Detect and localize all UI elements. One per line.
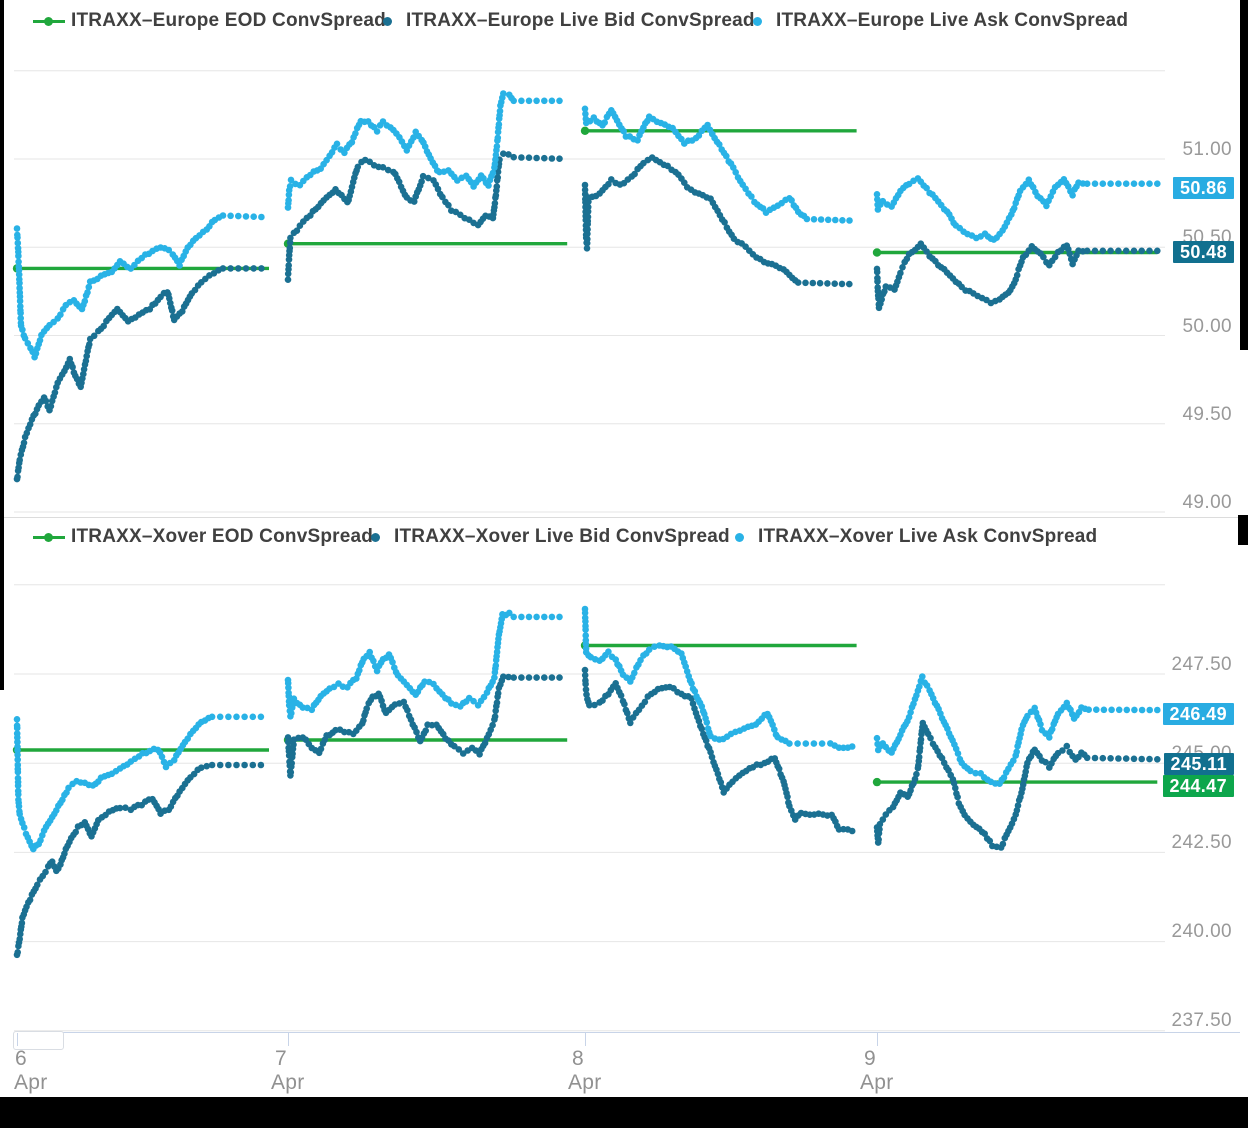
x-axis-month-label: Apr bbox=[568, 1071, 602, 1094]
left-edge-bar bbox=[0, 0, 4, 690]
x-axis-line bbox=[14, 1032, 1240, 1033]
ask-dot-series bbox=[13, 90, 1161, 361]
x-axis-tick bbox=[877, 1033, 878, 1046]
x-axis-tick bbox=[17, 1033, 18, 1046]
x-axis-tick bbox=[288, 1033, 289, 1046]
y-axis-label: 242.50 bbox=[1171, 832, 1232, 853]
legend-item-europe-eod[interactable]: ITRAXX–Europe EOD ConvSpread bbox=[33, 10, 386, 32]
x-axis-tick bbox=[585, 1033, 586, 1046]
ask-dot-series bbox=[13, 605, 1161, 853]
x-axis-day-label: 9 bbox=[864, 1047, 876, 1070]
legend-item-europe-ask[interactable]: ITRAXX–Europe Live Ask ConvSpread bbox=[753, 10, 1128, 32]
eod-value-badge: 244.47 bbox=[1162, 775, 1234, 797]
eod-line-marker-icon bbox=[33, 532, 65, 542]
gridlines bbox=[14, 584, 1165, 1032]
eod-dot-icon bbox=[44, 532, 53, 542]
legend-item-xover-eod[interactable]: ITRAXX–Xover EOD ConvSpread bbox=[33, 526, 373, 548]
right-edge-bar bbox=[1240, 0, 1248, 350]
y-axis-label: 237.50 bbox=[1171, 1010, 1232, 1031]
chart-separator bbox=[0, 517, 1248, 518]
legend-label: ITRAXX–Xover Live Ask ConvSpread bbox=[758, 526, 1098, 547]
legend-item-europe-bid[interactable]: ITRAXX–Europe Live Bid ConvSpread bbox=[383, 10, 755, 32]
ask-dot-marker-icon bbox=[735, 532, 744, 542]
bid-dot-marker-icon bbox=[383, 16, 392, 26]
x-axis-month-label: Apr bbox=[14, 1071, 48, 1094]
legend-label: ITRAXX–Europe Live Ask ConvSpread bbox=[776, 10, 1129, 31]
bid-dot-marker-icon bbox=[371, 532, 380, 542]
x-axis-day-label: 8 bbox=[572, 1047, 584, 1070]
bottom-edge-bar bbox=[0, 1097, 1248, 1128]
y-axis-label: 240.00 bbox=[1171, 921, 1232, 942]
legend-item-xover-bid[interactable]: ITRAXX–Xover Live Bid ConvSpread bbox=[371, 526, 730, 548]
legend-label: ITRAXX–Xover Live Bid ConvSpread bbox=[394, 526, 730, 547]
ask-value-badge: 246.49 bbox=[1162, 703, 1234, 725]
y-axis-label: 247.50 bbox=[1171, 654, 1232, 675]
y-axis-label: 49.00 bbox=[1182, 492, 1232, 513]
x-axis-day-label: 6 bbox=[15, 1047, 27, 1070]
bid-value-badge: 50.48 bbox=[1172, 241, 1234, 263]
eod-dot-icon bbox=[44, 16, 53, 26]
y-axis-label: 50.00 bbox=[1182, 316, 1232, 337]
x-axis-month-label: Apr bbox=[860, 1071, 894, 1094]
bid-dot-series bbox=[13, 150, 1161, 483]
ask-value-badge: 50.86 bbox=[1172, 177, 1234, 199]
legend-item-xover-ask[interactable]: ITRAXX–Xover Live Ask ConvSpread bbox=[735, 526, 1097, 548]
x-axis-month-label: Apr bbox=[271, 1071, 305, 1094]
gridlines bbox=[14, 70, 1165, 513]
legend-label: ITRAXX–Xover EOD ConvSpread bbox=[71, 526, 374, 547]
legend-label: ITRAXX–Europe Live Bid ConvSpread bbox=[406, 10, 755, 31]
x-axis-crosshair-box bbox=[13, 1031, 64, 1050]
bid-value-badge: 245.11 bbox=[1163, 753, 1234, 775]
eod-line-series bbox=[12, 641, 1158, 787]
y-axis-label: 51.00 bbox=[1182, 139, 1232, 160]
bid-dot-series bbox=[13, 666, 1161, 959]
x-axis-day-label: 7 bbox=[275, 1047, 287, 1070]
right-edge-bar bbox=[1238, 515, 1248, 545]
ask-dot-marker-icon bbox=[753, 16, 762, 26]
y-axis-label: 49.50 bbox=[1182, 404, 1232, 425]
eod-line-marker-icon bbox=[33, 16, 65, 26]
legend-label: ITRAXX–Europe EOD ConvSpread bbox=[71, 10, 386, 31]
